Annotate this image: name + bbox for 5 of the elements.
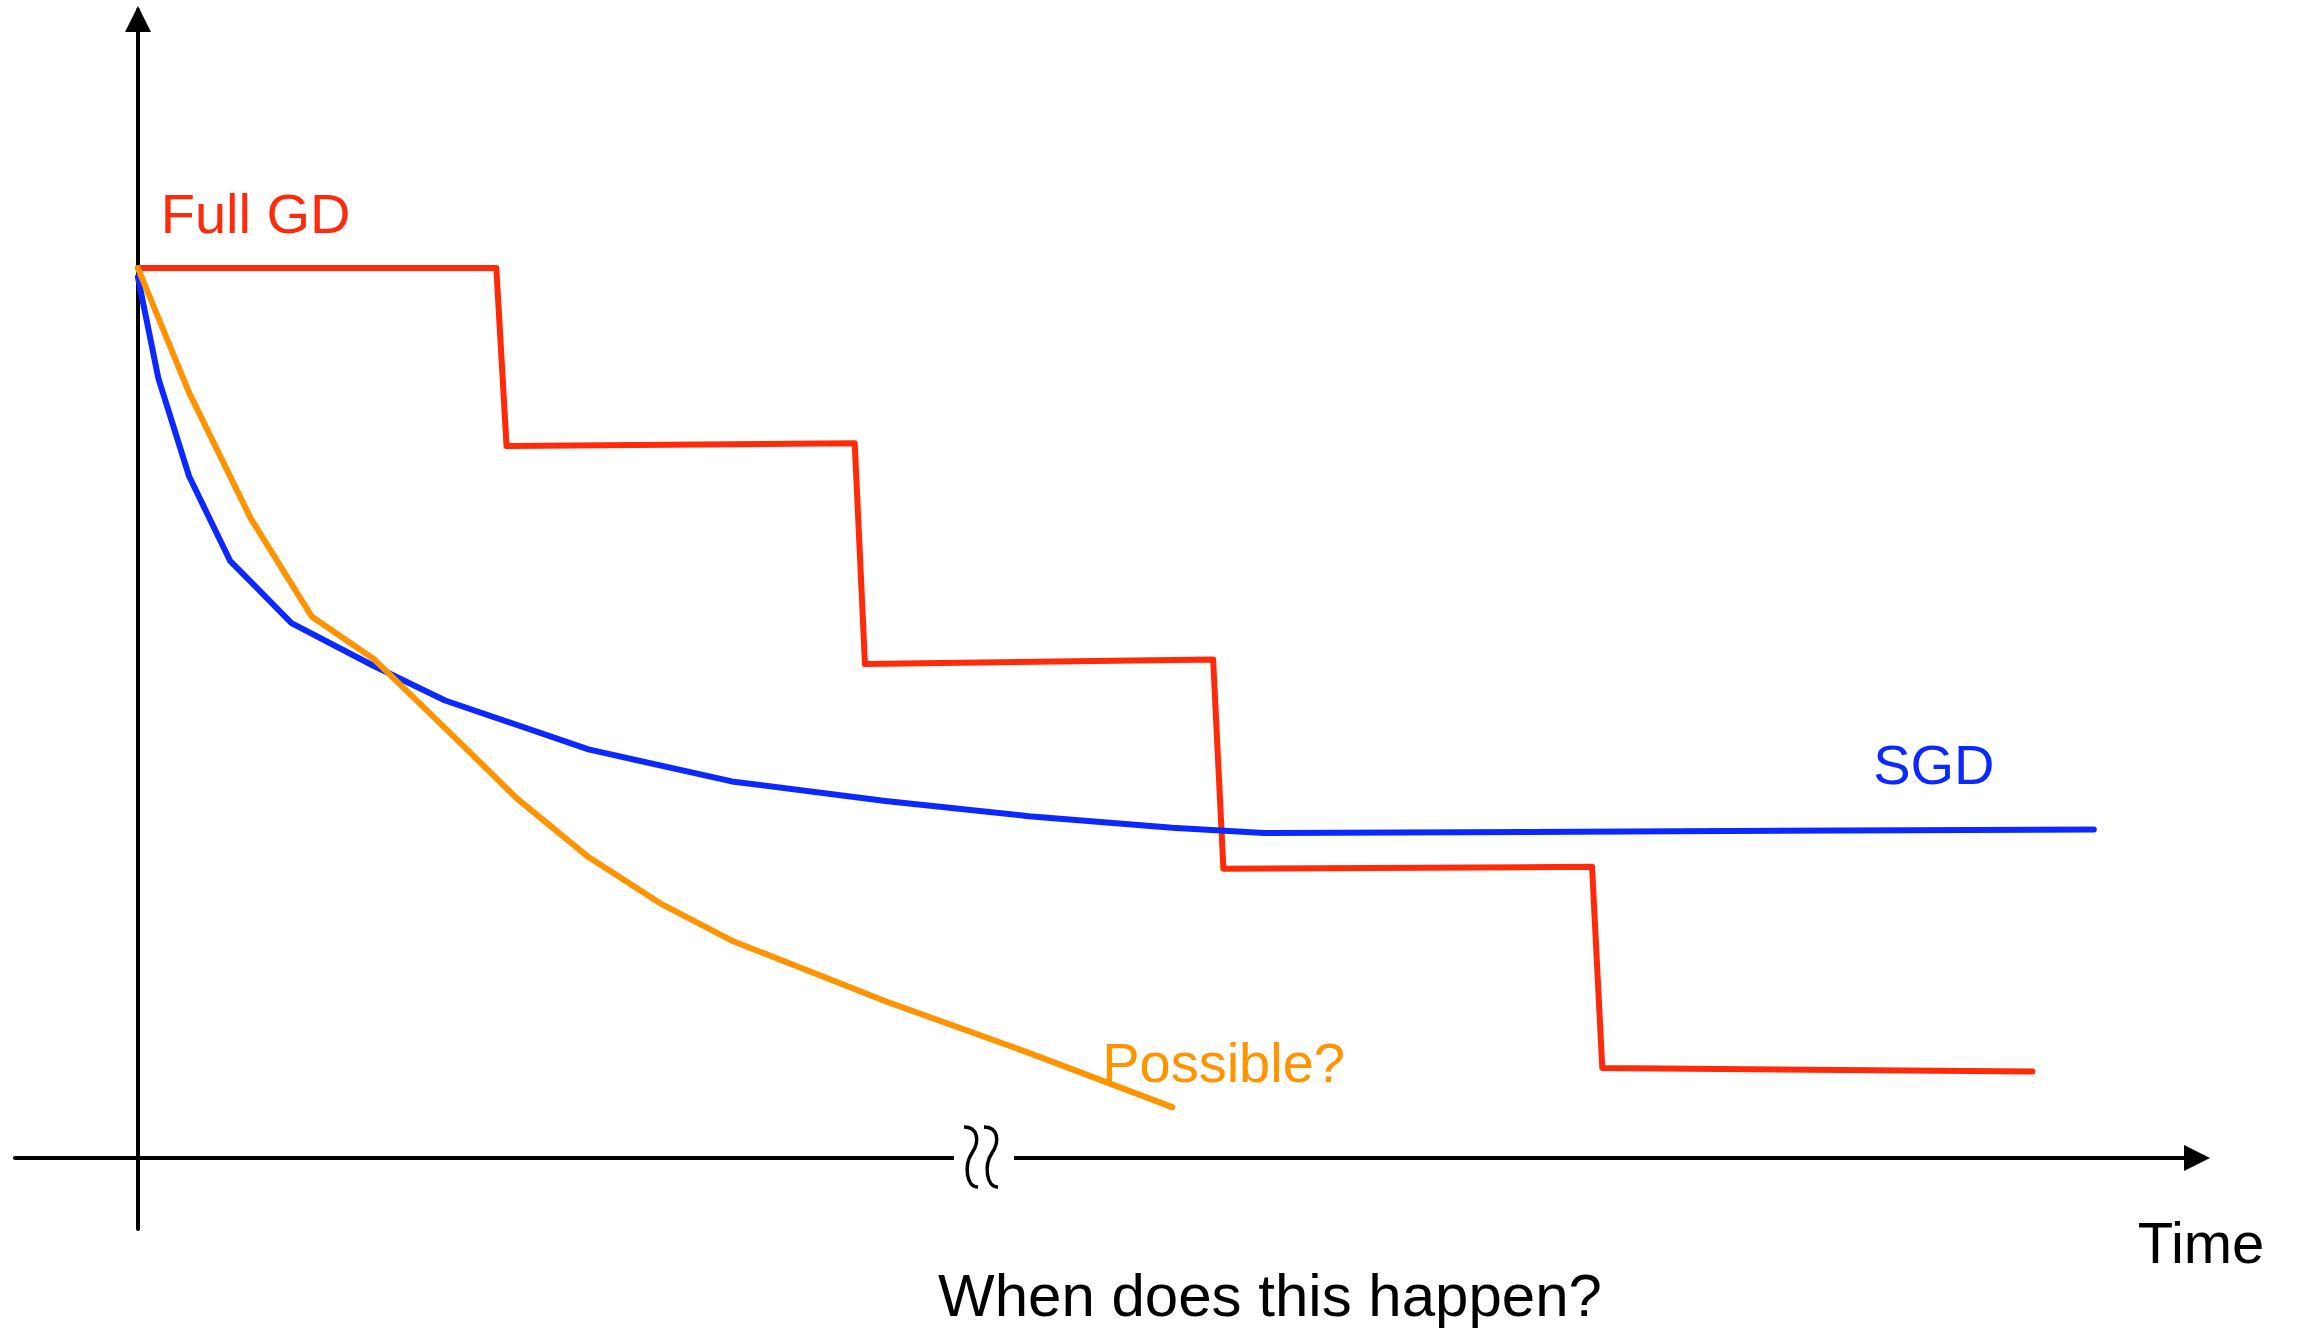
- series-label: Possible?: [1102, 1030, 1345, 1094]
- x-axis-title: Time: [2137, 1210, 2265, 1276]
- series-label: SGD: [1873, 732, 1995, 796]
- text: When does this happen?: [938, 1261, 1602, 1329]
- series-label: Full GD: [160, 181, 351, 245]
